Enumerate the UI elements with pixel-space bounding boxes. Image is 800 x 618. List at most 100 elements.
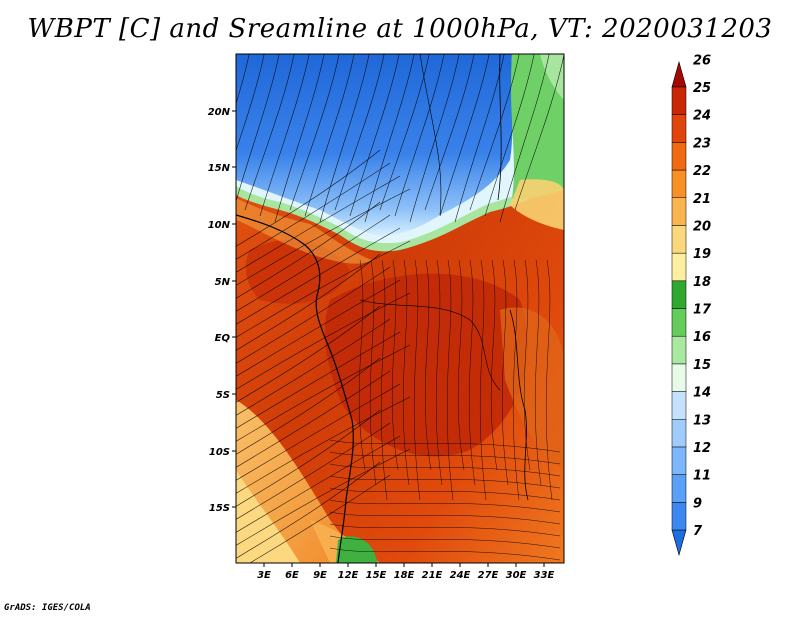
streamline <box>236 292 411 390</box>
lon-label: 12E <box>338 570 359 581</box>
streamline <box>349 54 400 217</box>
streamline <box>236 461 381 559</box>
streamline <box>236 396 411 494</box>
lon-label: 18E <box>394 570 415 581</box>
streamline <box>236 175 401 273</box>
colorbar-box <box>671 86 687 115</box>
streamline <box>402 259 410 486</box>
lon-label: 27E <box>478 570 499 581</box>
streamline <box>514 54 564 211</box>
colorbar-box <box>671 335 687 365</box>
streamline <box>358 259 366 471</box>
colorbar-label: 7 <box>693 524 703 539</box>
colorbar-label: 23 <box>693 136 711 151</box>
colorbar-label: 9 <box>693 496 702 511</box>
colorbar-box <box>671 280 687 309</box>
colorbar-label: 18 <box>693 275 711 290</box>
streamline <box>236 318 391 416</box>
colorbar-label: 15 <box>693 358 711 373</box>
streamline <box>236 54 280 203</box>
streamline <box>236 162 391 260</box>
colorbar-label: 16 <box>693 330 711 345</box>
colorbar-label: 13 <box>693 413 711 428</box>
colorbar-box <box>671 197 687 226</box>
streamline <box>380 259 388 501</box>
lat-label: 5S <box>216 390 230 401</box>
lon-label: 30E <box>506 570 527 581</box>
lat-label: 15N <box>208 163 231 174</box>
colorbar-box <box>671 114 687 143</box>
streamline <box>236 188 411 286</box>
streamline <box>484 54 535 217</box>
lat-label: EQ <box>215 333 231 344</box>
lon-label: 21E <box>422 570 443 581</box>
colorbar-box <box>671 419 687 448</box>
footer-credit: GrADS: IGES/COLA <box>4 603 91 613</box>
streamline <box>413 259 421 501</box>
streamline <box>236 422 391 520</box>
streamline <box>469 54 520 211</box>
latitude-axis: 20N 15N 10N 5N EQ 5S 10S 15S <box>208 107 236 514</box>
streamline <box>236 253 381 351</box>
lat-label: 15S <box>209 503 230 514</box>
colorbar-box <box>671 252 687 282</box>
coastlines <box>236 54 529 563</box>
streamline <box>479 259 487 501</box>
colorbar-bottom-arrow <box>671 529 687 557</box>
streamline <box>454 54 505 223</box>
streamline <box>512 259 520 501</box>
streamline <box>329 439 561 453</box>
streamline <box>236 54 265 152</box>
streamline <box>236 266 391 364</box>
colorbar-label: 22 <box>693 164 711 179</box>
streamline <box>329 523 561 537</box>
map-title: WBPT [C] and Sreamline at 1000hPa, VT: 2… <box>27 14 773 44</box>
colorbar-box <box>671 446 687 475</box>
streamline <box>274 54 325 223</box>
streamline <box>329 463 561 477</box>
colorbar-label: 19 <box>693 247 711 262</box>
colorbar-label: 14 <box>693 386 711 401</box>
colorbar-label: 12 <box>693 441 711 456</box>
streamlines <box>236 54 564 563</box>
lon-label: 15E <box>366 570 387 581</box>
streamline <box>236 370 391 468</box>
streamline <box>329 511 561 525</box>
streamline <box>244 54 295 211</box>
lat-label: 10N <box>208 220 231 231</box>
lon-label: 3E <box>257 570 271 581</box>
streamline <box>501 259 509 486</box>
streamline <box>379 54 430 211</box>
streamline <box>289 54 340 211</box>
lat-label: 5N <box>215 277 231 288</box>
streamline <box>304 54 355 217</box>
colorbar-label: 21 <box>693 192 711 207</box>
streamline <box>236 149 381 247</box>
colorbar-box <box>671 474 687 503</box>
streamline <box>334 54 385 211</box>
streamline <box>236 357 381 455</box>
streamline <box>236 435 401 533</box>
colorbar-label: 25 <box>693 81 711 96</box>
streamline <box>329 451 561 465</box>
colorbar-label: 11 <box>693 469 711 484</box>
colorbar-label: 24 <box>693 109 711 124</box>
streamline <box>329 499 561 513</box>
colorbar-box <box>671 142 687 171</box>
lon-label: 33E <box>534 570 555 581</box>
streamline <box>435 259 443 486</box>
streamline <box>236 409 381 507</box>
streamline <box>319 54 370 223</box>
streamline <box>236 305 381 403</box>
streamline <box>424 259 432 471</box>
streamline <box>439 54 490 217</box>
streamline <box>259 54 310 217</box>
colorbar-label: 26 <box>693 53 711 68</box>
streamline <box>391 259 399 471</box>
colorbar-label: 17 <box>693 303 712 318</box>
colorbar-box <box>671 225 687 254</box>
colorbar-label: 20 <box>693 219 711 234</box>
colorbar-box <box>671 169 687 198</box>
colorbar-box <box>671 391 687 420</box>
